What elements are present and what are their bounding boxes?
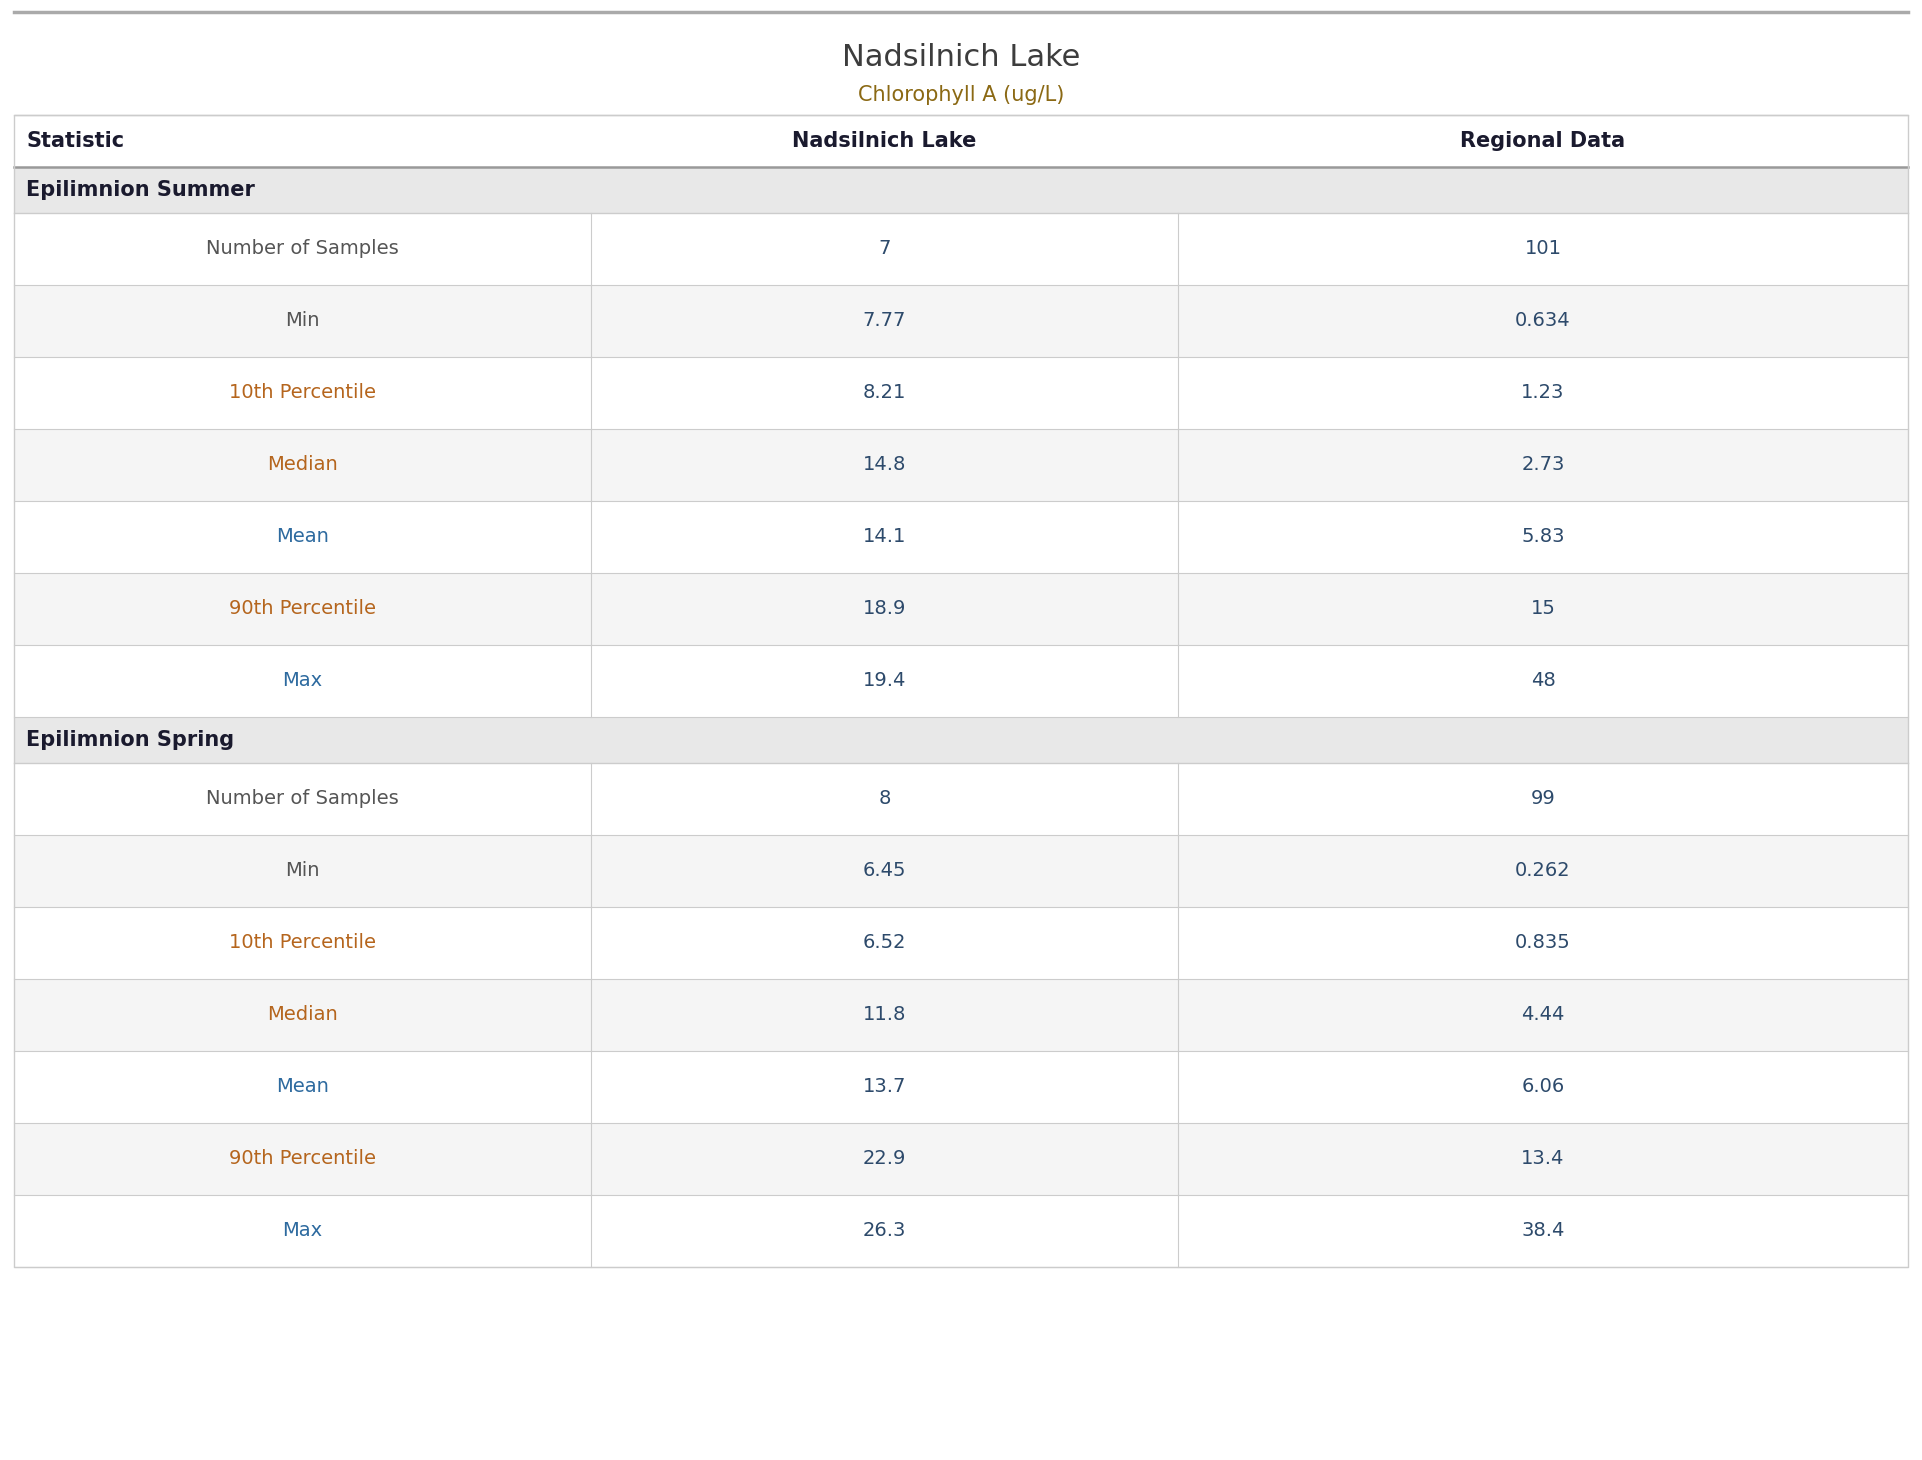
Bar (13, 835, 1909, 907)
Text: 15: 15 (1530, 600, 1555, 619)
Text: 10th Percentile: 10th Percentile (229, 933, 377, 952)
Text: 7.77: 7.77 (863, 311, 905, 330)
Text: 8: 8 (878, 790, 890, 809)
Text: 26.3: 26.3 (863, 1222, 905, 1241)
Text: 13.7: 13.7 (863, 1077, 905, 1096)
Text: Median: Median (267, 456, 338, 474)
Bar (13, 1194, 1909, 1267)
Text: 22.9: 22.9 (863, 1149, 905, 1168)
Text: Mean: Mean (277, 527, 329, 546)
Text: 8.21: 8.21 (863, 384, 905, 403)
Text: 13.4: 13.4 (1522, 1149, 1565, 1168)
Text: 99: 99 (1530, 790, 1555, 809)
Bar (13, 285, 1909, 358)
Bar (13, 213, 1909, 285)
Text: 2.73: 2.73 (1522, 456, 1565, 474)
Text: 19.4: 19.4 (863, 672, 905, 691)
Text: Number of Samples: Number of Samples (206, 790, 400, 809)
Text: Median: Median (267, 1006, 338, 1025)
Text: 14.1: 14.1 (863, 527, 905, 546)
Text: 1.23: 1.23 (1522, 384, 1565, 403)
Text: Nadsilnich Lake: Nadsilnich Lake (842, 44, 1080, 73)
Text: Regional Data: Regional Data (1461, 131, 1626, 150)
Text: 5.83: 5.83 (1520, 527, 1565, 546)
Text: 0.634: 0.634 (1515, 311, 1570, 330)
Text: 14.8: 14.8 (863, 456, 905, 474)
Bar (13, 764, 1909, 835)
Bar (13, 429, 1909, 501)
Text: 0.835: 0.835 (1515, 933, 1570, 952)
Bar (13, 358, 1909, 429)
Text: 101: 101 (1524, 239, 1561, 258)
Text: Max: Max (283, 1222, 323, 1241)
Bar (13, 1051, 1909, 1123)
Text: Mean: Mean (277, 1077, 329, 1096)
Text: 6.45: 6.45 (863, 861, 907, 880)
Text: 6.06: 6.06 (1522, 1077, 1565, 1096)
Text: Max: Max (283, 672, 323, 691)
Bar (13, 115, 1909, 1267)
Bar (13, 980, 1909, 1051)
Text: Min: Min (284, 861, 319, 880)
Text: Epilimnion Spring: Epilimnion Spring (27, 730, 234, 750)
Text: 0.262: 0.262 (1515, 861, 1570, 880)
Text: 90th Percentile: 90th Percentile (229, 600, 377, 619)
Text: 6.52: 6.52 (863, 933, 907, 952)
Bar (13, 115, 1909, 166)
Text: Statistic: Statistic (27, 131, 125, 150)
Text: Min: Min (284, 311, 319, 330)
Text: 18.9: 18.9 (863, 600, 905, 619)
Text: 11.8: 11.8 (863, 1006, 905, 1025)
Text: Nadsilnich Lake: Nadsilnich Lake (792, 131, 976, 150)
Bar (13, 501, 1909, 572)
Text: 7: 7 (878, 239, 890, 258)
Bar (13, 1123, 1909, 1194)
Text: Chlorophyll A (ug/L): Chlorophyll A (ug/L) (857, 85, 1065, 105)
Text: 90th Percentile: 90th Percentile (229, 1149, 377, 1168)
Bar (13, 166, 1909, 213)
Text: 48: 48 (1530, 672, 1555, 691)
Text: Epilimnion Summer: Epilimnion Summer (27, 180, 256, 200)
Text: Number of Samples: Number of Samples (206, 239, 400, 258)
Bar (13, 572, 1909, 645)
Text: 4.44: 4.44 (1522, 1006, 1565, 1025)
Text: 10th Percentile: 10th Percentile (229, 384, 377, 403)
Bar (13, 645, 1909, 717)
Bar (13, 907, 1909, 980)
Text: 38.4: 38.4 (1522, 1222, 1565, 1241)
Bar (13, 717, 1909, 764)
